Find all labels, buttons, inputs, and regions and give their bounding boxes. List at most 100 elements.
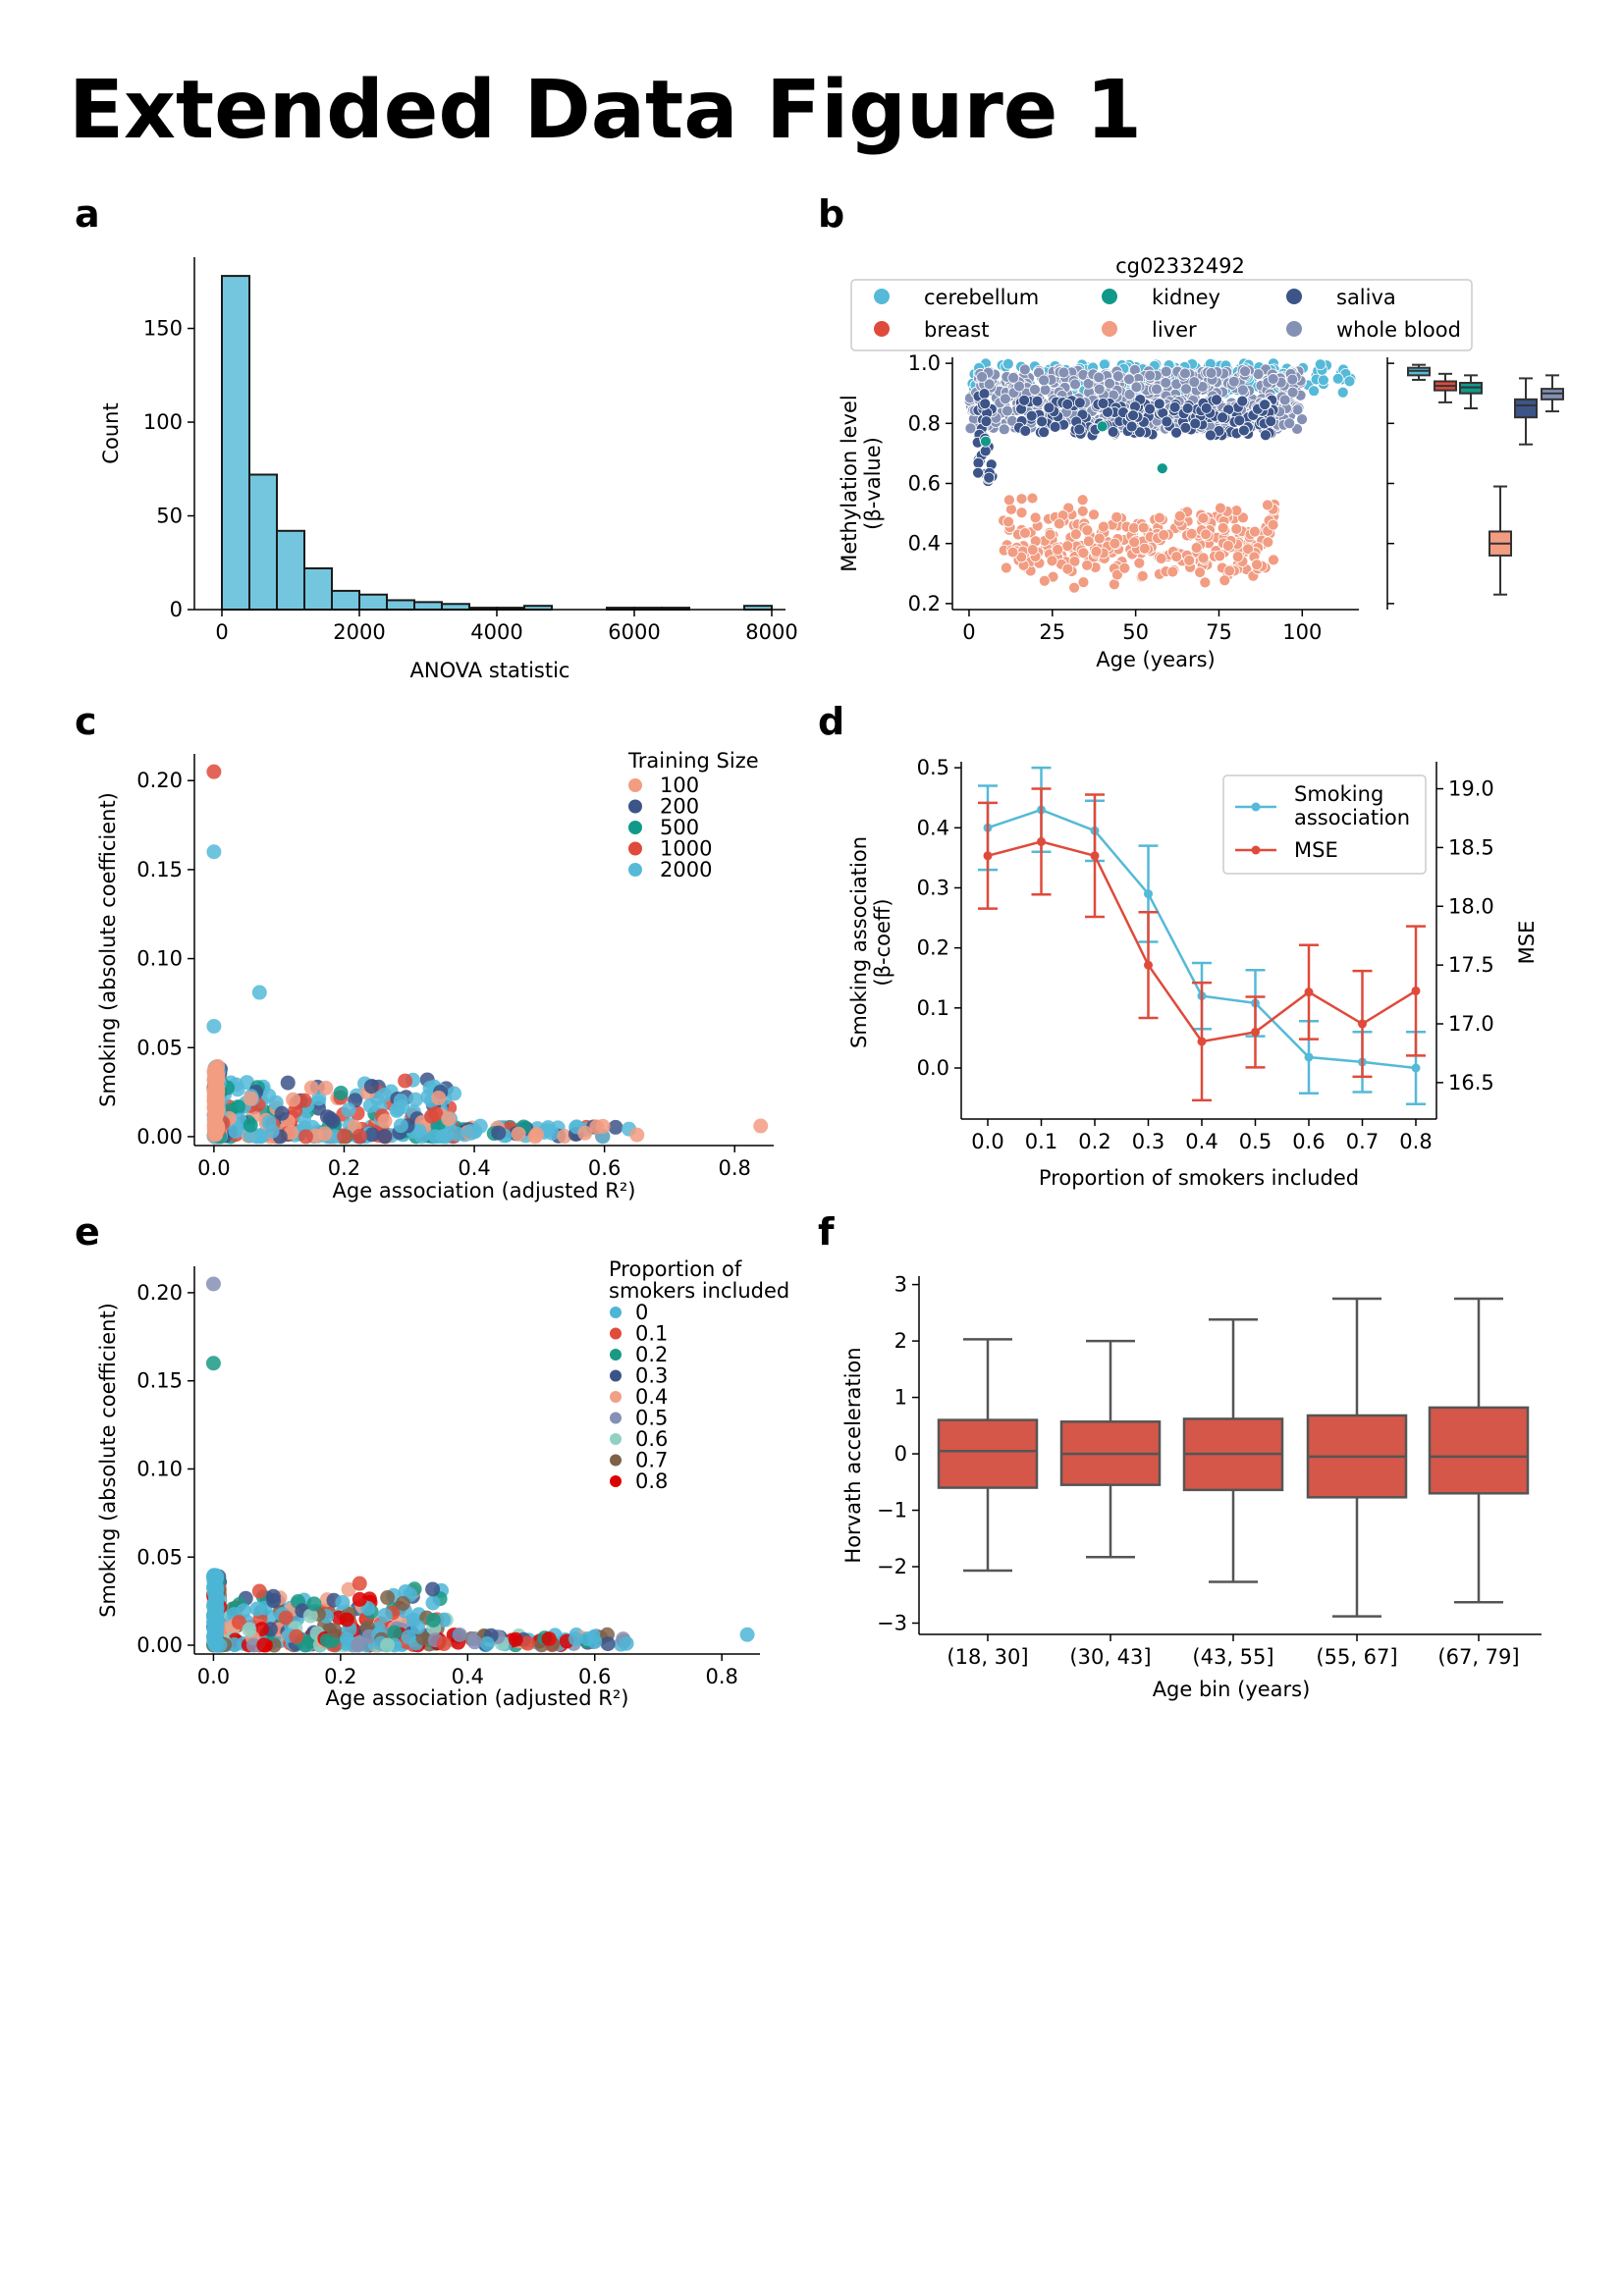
c-point (317, 1126, 333, 1142)
e-point (245, 1637, 261, 1653)
b-point-whole-blood (1123, 388, 1136, 400)
d-y2-axis-label: MSE (1515, 921, 1539, 965)
b-point-whole-blood (1236, 384, 1249, 397)
b-point-saliva (1168, 400, 1181, 413)
b-y-tick-label: 1.0 (908, 351, 941, 375)
d-point-mse (1304, 988, 1314, 997)
b-point-liver (1242, 543, 1254, 556)
c-point (280, 1075, 296, 1091)
b-point-liver (1155, 553, 1167, 564)
b-point-liver (1136, 570, 1149, 582)
e-y-tick-label: 0.20 (136, 1281, 183, 1305)
b-point-liver (1194, 566, 1206, 578)
c-point (447, 1086, 462, 1101)
e-point (265, 1588, 281, 1604)
b-x-tick-label: 25 (1039, 620, 1065, 644)
e-x-tick-label: 0.2 (324, 1665, 356, 1688)
e-point (335, 1595, 351, 1611)
b-point-liver (1185, 527, 1198, 540)
b-point-whole-blood (1057, 366, 1070, 379)
f-x-tick-label: (18, 30] (947, 1645, 1028, 1669)
c-point (264, 1123, 280, 1139)
e-point (436, 1636, 452, 1652)
b-point-liver (1197, 512, 1210, 524)
panel-label-c: c (75, 700, 97, 743)
panel-a-histogram: a 0 2000 4000 6000 8000 0 50 100 150 ANOVA statist… (75, 192, 798, 682)
panel-label-d: d (818, 700, 844, 743)
b-point-liver (1081, 559, 1094, 571)
e-point (619, 1635, 634, 1651)
e-legend-title-1: Proportion of (609, 1257, 742, 1281)
e-point (209, 1588, 225, 1604)
c-point (529, 1127, 545, 1143)
c-point (243, 1091, 258, 1106)
b-point-whole-blood (1144, 369, 1157, 382)
b-point-saliva (983, 471, 996, 484)
histogram-bar (276, 529, 305, 611)
b-point-saliva (1181, 402, 1194, 414)
b-point-saliva (1211, 394, 1222, 406)
b-point-liver (1068, 581, 1080, 594)
e-legend-label: 0.1 (635, 1322, 668, 1346)
b-point-cerebellum (1001, 357, 1014, 370)
b-point-whole-blood (1013, 380, 1025, 393)
e-point (352, 1591, 367, 1607)
e-point (351, 1637, 366, 1653)
b-point-liver (1137, 521, 1150, 534)
e-x-tick-label: 0.8 (705, 1665, 737, 1688)
b-point-whole-blood (1286, 373, 1299, 386)
e-legend-label: 0 (635, 1301, 648, 1324)
b-point-liver (1002, 515, 1014, 528)
c-point (333, 1085, 349, 1100)
b-point-saliva (1036, 415, 1049, 428)
c-point (377, 1113, 393, 1129)
b-point-liver (1038, 574, 1051, 587)
b-point-liver (1183, 555, 1196, 566)
histogram-bar (248, 473, 278, 612)
b-point-liver (1268, 554, 1279, 566)
b-point-saliva (1265, 415, 1277, 428)
c-point (364, 1127, 380, 1143)
c-point (228, 1124, 244, 1140)
c-point (251, 985, 267, 1000)
b-point-saliva (1107, 426, 1119, 438)
b-legend-marker (874, 321, 890, 337)
d-y-axis-label-2: (β-coeff) (871, 898, 894, 986)
e-point (587, 1633, 603, 1649)
b-point-liver (1267, 518, 1279, 531)
c-point (629, 1127, 645, 1143)
b-point-saliva (1153, 398, 1165, 410)
f-box (1428, 1406, 1530, 1495)
b-point-liver (1044, 528, 1056, 541)
b-point-liver (1197, 552, 1210, 564)
f-y-tick-label: 2 (894, 1329, 907, 1353)
panel-label-b: b (818, 192, 844, 236)
e-point (387, 1625, 403, 1640)
e-x-axis-label: Age association (adjusted R²) (326, 1686, 629, 1710)
e-legend-label: 0.2 (635, 1343, 668, 1366)
b-point-liver (1061, 540, 1074, 553)
b-point-cerebellum (1336, 386, 1349, 399)
d-x-tick-label: 0.6 (1292, 1130, 1325, 1153)
b-point-saliva (1179, 421, 1192, 434)
e-point (206, 1568, 222, 1583)
e-point (278, 1610, 294, 1626)
b-point-whole-blood (1038, 374, 1051, 387)
e-point (398, 1583, 413, 1599)
e-point (302, 1608, 318, 1624)
b-x-axis-label: Age (years) (1096, 648, 1215, 671)
c-x-tick-label: 0.0 (197, 1156, 230, 1180)
d-legend-marker-mse (1251, 845, 1261, 855)
b-point-saliva (978, 388, 991, 400)
d-y-tick-label: 0.0 (917, 1056, 949, 1080)
b-point-saliva (1236, 395, 1249, 407)
e-y-tick-label: 0.05 (136, 1545, 183, 1569)
b-point-whole-blood (1188, 376, 1201, 389)
b-point-liver (1019, 527, 1031, 539)
e-legend-title-2: smokers included (609, 1279, 789, 1303)
b-point-saliva (1018, 394, 1031, 406)
c-point (318, 1080, 334, 1095)
b-point-saliva (1061, 398, 1074, 410)
e-point (339, 1631, 354, 1647)
b-point-liver (1128, 536, 1141, 549)
